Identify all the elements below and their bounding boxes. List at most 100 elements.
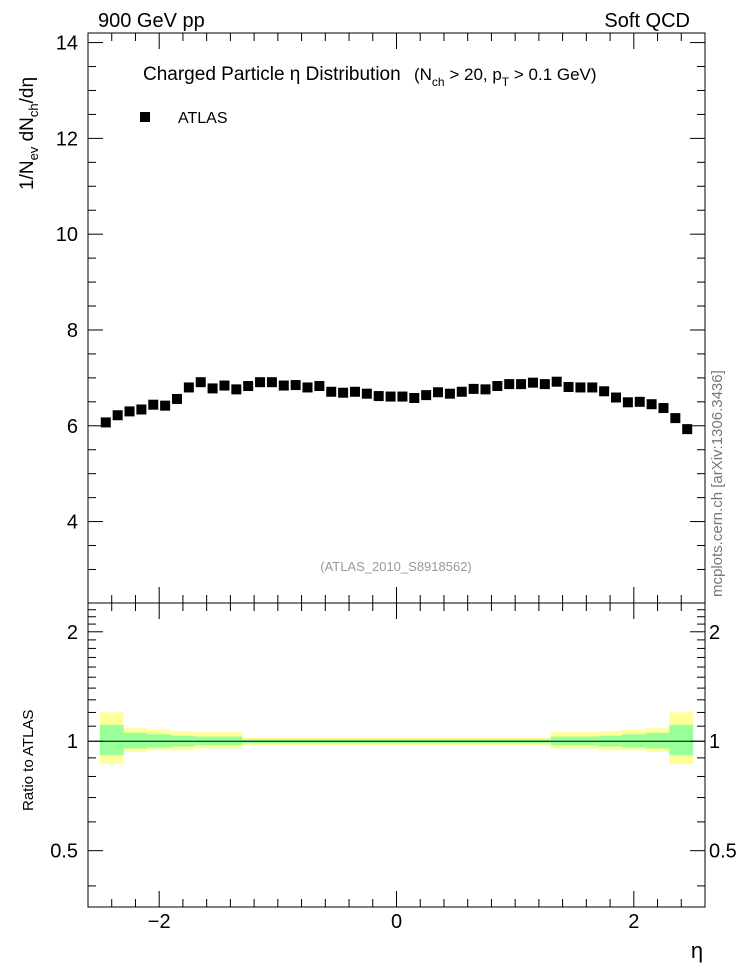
ratio-band-bin [645, 732, 670, 749]
x-tick-label: 2 [628, 911, 639, 933]
data-point [634, 396, 645, 407]
data-point [468, 383, 479, 394]
main-y-axis-label: 1/Nev dNch/dη [17, 77, 41, 190]
data-point [207, 383, 218, 394]
ratio-bands [99, 712, 694, 765]
data-point [112, 410, 123, 421]
data-point [255, 377, 266, 388]
y-tick-label: 14 [56, 33, 78, 55]
data-point [231, 384, 242, 395]
ylabel-e: /dη [17, 77, 38, 103]
data-point [338, 387, 349, 398]
data-point [670, 413, 681, 424]
data-point [409, 392, 420, 403]
data-point [290, 380, 301, 391]
main-y-ticks: 4 6 8 10 12 14 [56, 33, 705, 570]
data-point [349, 386, 360, 397]
data-point [456, 386, 467, 397]
data-point [611, 392, 622, 403]
data-point [302, 382, 313, 393]
data-point [219, 380, 230, 391]
y-tick-label: 10 [56, 224, 78, 246]
chart-title-sub-ch: ch [432, 75, 445, 89]
ratio-y-axis-label: Ratio to ATLAS [20, 710, 37, 811]
y-tick-label: 6 [67, 416, 78, 438]
data-point [421, 390, 432, 401]
ratio-y-ticks: 0.5 0.5 1 1 2 2 [50, 609, 737, 887]
chart-title-sub-T: T [502, 75, 510, 89]
data-point [243, 381, 254, 392]
data-point [397, 391, 408, 402]
data-point [646, 399, 657, 410]
data-point [124, 406, 135, 417]
ylabel-a: 1/N [17, 160, 38, 190]
y-tick-label: 4 [67, 512, 78, 534]
ratio-y-tick-label-right: 0.5 [709, 841, 737, 863]
main-data-points [100, 376, 693, 435]
main-x-ticks [87, 33, 706, 603]
data-point [551, 376, 562, 387]
data-point [587, 382, 598, 393]
legend-marker-atlas [140, 112, 150, 122]
data-point [433, 387, 444, 398]
x-tick-label: 0 [391, 911, 402, 933]
data-point [148, 399, 159, 410]
ratio-panel: 0.5 0.5 1 1 2 2 −2 0 2 Ratio to ATLAS η [20, 602, 737, 963]
data-point [266, 377, 277, 388]
data-point [658, 403, 669, 414]
ratio-y-tick-label-left: 2 [67, 622, 78, 644]
data-point [492, 381, 503, 392]
data-point [563, 381, 574, 392]
ylabel-d: ch [26, 103, 41, 117]
ratio-y-tick-label-left: 1 [67, 731, 78, 753]
ratio-frame [87, 602, 706, 908]
analysis-watermark: (ATLAS_2010_S8918562) [320, 559, 472, 574]
data-point [539, 379, 550, 390]
chart-title-sub-end: > 0.1 GeV) [509, 65, 596, 84]
header-right: Soft QCD [604, 10, 690, 32]
data-point [171, 393, 182, 404]
header-left: 900 GeV pp [98, 10, 205, 32]
ylabel-b: ev [26, 146, 41, 160]
side-source-label: mcplots.cern.ch [arXiv:1306.3436] [709, 370, 726, 597]
data-point [373, 391, 384, 402]
ratio-band-bin [123, 732, 148, 749]
data-point [326, 386, 337, 397]
data-point [527, 377, 538, 388]
ratio-band-bin [99, 724, 124, 756]
x-tick-label: −2 [148, 911, 171, 933]
data-point [278, 380, 289, 391]
data-point [599, 386, 610, 397]
data-point [314, 381, 325, 392]
ylabel-c: dN [17, 117, 38, 147]
data-point [516, 379, 527, 390]
ratio-y-tick-label-left: 0.5 [50, 841, 78, 863]
ratio-y-tick-label-right: 2 [709, 622, 720, 644]
main-panel: 4 6 8 10 12 14 Charged Particle η Distributio… [17, 32, 706, 604]
data-point [682, 424, 693, 435]
data-point [622, 397, 633, 408]
legend-label-atlas: ATLAS [178, 110, 228, 127]
data-point [480, 384, 491, 395]
chart-title-main: Charged Particle η Distribution [143, 64, 401, 85]
x-axis-label: η [691, 938, 703, 963]
ratio-x-ticks: −2 0 2 [87, 603, 706, 933]
data-point [160, 400, 171, 411]
chart-title-sub: (N [414, 65, 432, 84]
data-point [504, 379, 515, 390]
data-point [183, 382, 194, 393]
data-point [385, 391, 396, 402]
data-point [444, 388, 455, 399]
data-point [361, 388, 372, 399]
data-point [195, 377, 206, 388]
y-tick-label: 8 [67, 320, 78, 342]
data-point [575, 382, 586, 393]
data-point [136, 404, 147, 415]
ratio-band-bin [669, 724, 694, 756]
data-point [100, 417, 111, 428]
ratio-y-tick-label-right: 1 [709, 731, 720, 753]
chart-title: Charged Particle η Distribution (Nch > 2… [143, 64, 597, 89]
y-tick-label: 12 [56, 128, 78, 150]
